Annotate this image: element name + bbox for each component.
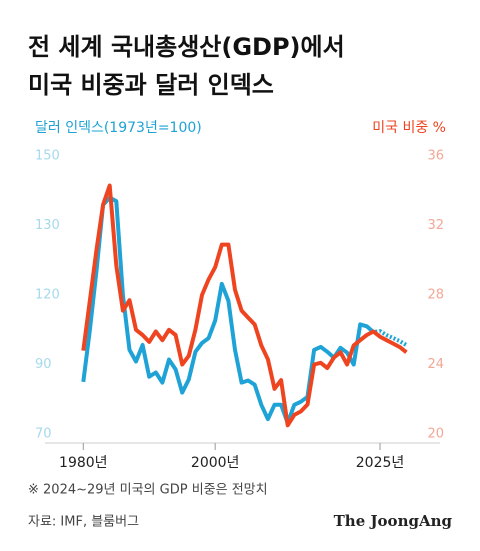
chart-title: 전 세계 국내총생산(GDP)에서 (28, 33, 345, 61)
chart-title: 미국 비중과 달러 인덱스 (28, 71, 274, 99)
source: 자료: IMF, 블룸버그 (28, 515, 139, 530)
brand: The JoongAng (334, 512, 453, 530)
series-line (81, 195, 375, 425)
y-tick-label: 70 (35, 427, 52, 442)
right-axis-label: 미국 비중 % (372, 120, 446, 136)
y-tick-label: 150 (35, 149, 60, 164)
y2-tick-label: 36 (427, 149, 444, 164)
y2-tick-label: 32 (427, 218, 444, 233)
x-tick-label: 2025년 (356, 455, 405, 471)
left-axis-label: 달러 인덱스(1973년=100) (35, 120, 202, 136)
y-tick-label: 120 (35, 288, 60, 303)
series-line (81, 183, 408, 428)
y2-tick-label: 24 (427, 357, 444, 372)
x-tick-label: 1980년 (59, 455, 108, 471)
y-tick-label: 130 (35, 218, 60, 233)
y2-tick-label: 28 (427, 288, 444, 303)
y-tick-label: 90 (35, 357, 52, 372)
note: ※ 2024~29년 미국의 GDP 비중은 전망치 (28, 483, 268, 498)
x-tick-label: 2000년 (191, 455, 240, 471)
y2-tick-label: 20 (427, 427, 444, 442)
projection-hatch (373, 329, 408, 347)
